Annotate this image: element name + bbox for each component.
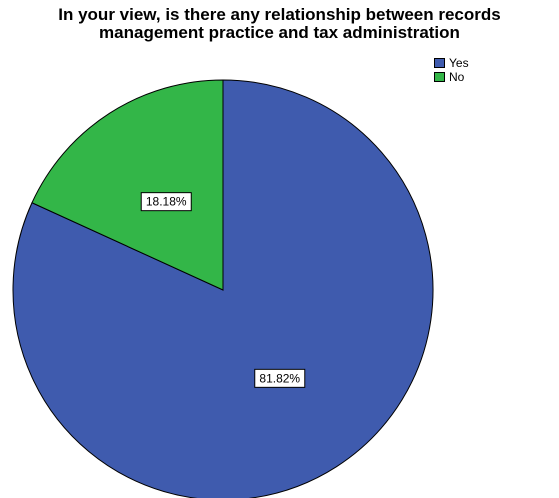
legend-item-yes: Yes [434, 55, 469, 70]
legend-swatch-no [434, 71, 445, 82]
pie-slice-yes [12, 79, 434, 498]
data-label-no: 18.18% [140, 192, 192, 212]
legend: Yes No [434, 56, 469, 84]
data-label-box [254, 368, 306, 388]
legend-item-no: No [434, 69, 469, 84]
data-label-yes: 81.82% [254, 368, 306, 388]
pie-data-labels: 81.82% 18.18% [140, 192, 306, 388]
data-label-text: 81.82% [259, 371, 300, 385]
data-label-box [140, 192, 192, 212]
pie-slices [12, 79, 434, 498]
legend-label-yes: Yes [449, 55, 469, 70]
chart-title: In your view, is there any relationship … [58, 5, 501, 42]
legend-label-no: No [449, 69, 465, 84]
data-label-text: 18.18% [146, 195, 187, 209]
legend-swatch-yes [434, 57, 445, 68]
pie-slice-no [31, 79, 224, 291]
